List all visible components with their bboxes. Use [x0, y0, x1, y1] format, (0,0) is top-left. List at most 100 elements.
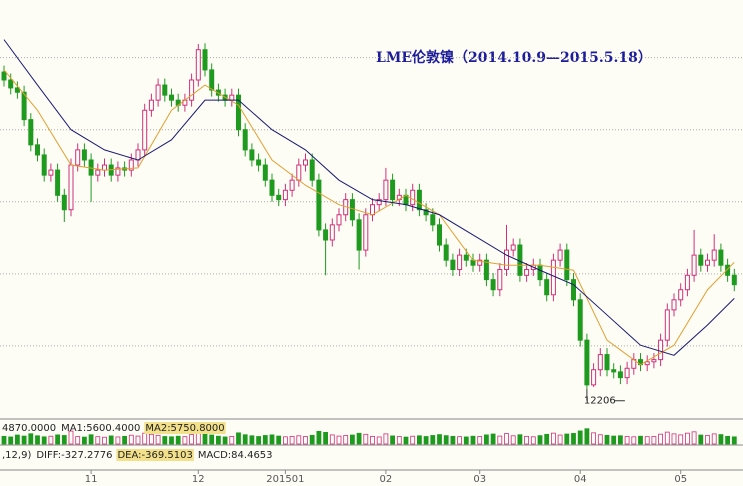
candle-body	[68, 164, 74, 211]
volume-bar	[215, 435, 221, 445]
volume-bar	[463, 436, 469, 445]
candle-body	[115, 167, 121, 176]
candle-body	[323, 229, 329, 241]
volume-bar	[711, 433, 717, 445]
candle-body	[296, 164, 302, 181]
volume-bar	[55, 434, 60, 445]
candle-body	[336, 214, 342, 226]
volume-bar	[28, 433, 34, 445]
volume-bar	[577, 430, 583, 445]
volume-bar	[8, 436, 14, 445]
candle-body	[443, 244, 449, 261]
candle-body	[363, 214, 369, 251]
volume-bar	[597, 434, 603, 445]
volume-bar	[35, 435, 40, 445]
volume-bar	[376, 436, 382, 445]
volume-bar	[584, 428, 590, 445]
volume-bar	[229, 435, 235, 445]
volume-bar	[21, 435, 27, 445]
volume-bar	[624, 436, 630, 445]
volume-bar	[209, 434, 215, 445]
candle-body	[242, 129, 248, 151]
candle-body	[457, 254, 463, 271]
candle-body	[41, 154, 47, 176]
candle-body	[423, 209, 429, 216]
candle-body	[651, 359, 657, 363]
candle-body	[135, 149, 141, 161]
volume-bar	[336, 435, 342, 445]
volume-bar	[222, 436, 228, 445]
candle-body	[383, 179, 389, 201]
volume-bar	[718, 434, 724, 445]
moving-average-line	[3, 69, 735, 366]
candle-body	[430, 214, 436, 226]
candle-body	[577, 299, 583, 341]
candle-body	[490, 279, 496, 291]
candle-body	[75, 149, 81, 166]
candle-body	[450, 259, 456, 271]
candle-body	[209, 69, 215, 91]
volume-bar	[691, 431, 697, 445]
volume-bar	[510, 435, 516, 445]
volume-bar	[423, 436, 429, 445]
volume-bar	[678, 434, 684, 445]
volume-bar	[175, 435, 181, 445]
candle-body	[416, 189, 422, 211]
info-highlight	[144, 422, 226, 434]
candle-body	[504, 249, 509, 271]
volume-bar	[363, 433, 369, 445]
candle-body	[698, 254, 704, 266]
indicator-info: MA1:5600.4000	[61, 423, 140, 434]
volume-bar	[282, 436, 288, 445]
volume-bar	[490, 433, 496, 445]
volume-bar	[450, 435, 456, 445]
candle-body	[731, 274, 737, 286]
candle-body	[236, 94, 241, 131]
volume-bar	[524, 435, 529, 445]
indicator-info: DIFF:-327.2776	[36, 450, 112, 461]
volume-bar	[202, 433, 208, 445]
candle-body	[316, 179, 322, 231]
candle-body	[437, 224, 442, 246]
volume-bar	[95, 436, 101, 445]
x-tick-label: 201501	[266, 474, 304, 485]
candle-body	[309, 159, 315, 181]
candle-body	[537, 264, 543, 281]
candle-body	[725, 264, 731, 276]
candle-body	[604, 354, 610, 371]
volume-bar	[557, 434, 563, 445]
candle-body	[510, 244, 516, 251]
volume-bar	[356, 432, 362, 445]
volume-bar	[416, 435, 422, 445]
volume-bar	[75, 436, 81, 445]
candle-body	[356, 219, 362, 251]
candle-body	[544, 279, 550, 296]
volume-bar	[571, 433, 576, 445]
candle-body	[81, 149, 87, 161]
volume-bar	[14, 434, 20, 445]
volume-bar	[162, 436, 168, 445]
volume-bar	[48, 435, 54, 445]
volume-bar	[68, 430, 74, 445]
indicator-info: ,12,9)	[2, 450, 31, 461]
volume-bar	[323, 432, 329, 445]
volume-bar	[470, 435, 476, 445]
volume-bar	[108, 435, 114, 445]
volume-bar	[638, 435, 643, 445]
volume-bar	[269, 434, 275, 445]
candle-body	[148, 99, 154, 111]
indicator-info: 4870.0000	[2, 423, 56, 434]
indicator-info: DEA:-369.5103	[117, 450, 192, 461]
candle-body	[684, 274, 690, 291]
volume-bar	[544, 433, 550, 445]
volume-bar	[631, 436, 637, 445]
candle-body	[262, 164, 268, 181]
volume-bar	[497, 435, 503, 445]
volume-bar	[685, 432, 690, 445]
candle-body	[202, 49, 208, 71]
volume-bar	[256, 436, 262, 445]
candle-body	[14, 87, 20, 93]
candle-body	[718, 249, 724, 266]
volume-bar	[651, 435, 657, 445]
candle-body	[658, 339, 664, 361]
